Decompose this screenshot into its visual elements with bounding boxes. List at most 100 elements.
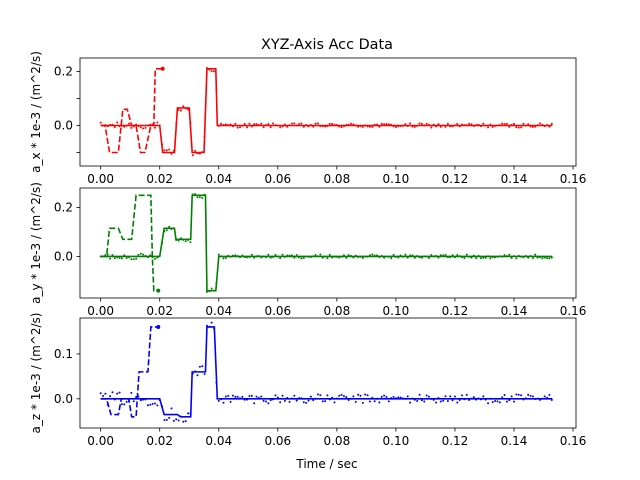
noise-point <box>224 257 227 260</box>
noise-point <box>439 125 442 128</box>
noise-point <box>137 253 140 256</box>
noise-point <box>456 401 459 404</box>
noise-point <box>295 399 298 402</box>
noise-point <box>146 404 149 407</box>
noise-point <box>425 394 428 397</box>
noise-point <box>269 126 272 129</box>
noise-point <box>265 400 267 403</box>
noise-point <box>413 256 416 259</box>
noise-points-y <box>99 193 553 293</box>
noise-point <box>491 125 494 128</box>
noise-point <box>120 257 123 260</box>
axes-frame-x <box>79 57 577 167</box>
noise-point <box>534 253 537 256</box>
noise-point <box>175 418 178 421</box>
noise-point <box>250 394 253 397</box>
noise-point <box>397 396 400 399</box>
noise-point <box>531 257 534 260</box>
y-tick-label: 0.0 <box>54 392 73 406</box>
noise-point <box>451 399 454 402</box>
x-tick-label: 0.06 <box>264 172 291 186</box>
noise-point <box>487 126 490 129</box>
noise-point <box>387 400 390 403</box>
x-tick-label: 0.04 <box>205 434 232 448</box>
axes-frame-y <box>79 187 577 299</box>
x-tick-label: 0.14 <box>501 172 528 186</box>
noise-point <box>508 125 511 128</box>
noise-point <box>472 396 475 399</box>
noise-point <box>321 400 324 403</box>
noise-point <box>359 394 362 397</box>
noise-point <box>321 256 324 259</box>
noise-point <box>153 257 156 260</box>
noise-point <box>465 393 468 396</box>
noise-point <box>109 395 112 398</box>
noise-point <box>491 401 494 404</box>
noise-point <box>510 257 513 260</box>
noise-point <box>229 400 232 403</box>
noise-point <box>418 393 421 396</box>
y-tick-label: 0.0 <box>54 119 73 133</box>
noise-point <box>399 396 402 399</box>
noise-point <box>302 401 305 404</box>
noise-point <box>253 256 256 259</box>
noise-point <box>123 403 126 406</box>
noise-point <box>168 416 171 419</box>
noise-point <box>352 395 355 398</box>
noise-point <box>371 253 374 256</box>
noise-point <box>409 122 412 125</box>
x-tick-label: 0.14 <box>501 434 528 448</box>
series-line-solid-y <box>100 194 553 292</box>
noise-point <box>328 122 331 125</box>
noise-point <box>423 400 426 403</box>
noise-point <box>279 401 282 404</box>
x-tick-label: 0.00 <box>87 304 114 318</box>
noise-point <box>482 122 485 125</box>
noise-point <box>182 420 185 423</box>
noise-point <box>345 396 348 399</box>
noise-point <box>503 122 506 125</box>
noise-point <box>300 257 303 260</box>
noise-point <box>548 393 551 396</box>
noise-point <box>210 321 213 324</box>
noise-point <box>189 241 192 244</box>
noise-point <box>394 126 397 129</box>
noise-point <box>425 122 428 125</box>
noise-point <box>342 395 345 398</box>
noise-point <box>201 196 204 199</box>
noise-point <box>234 122 237 125</box>
noise-point <box>548 257 551 260</box>
noise-point <box>210 70 213 73</box>
noise-point <box>168 148 171 151</box>
noise-point <box>513 122 515 125</box>
noise-point <box>267 402 270 405</box>
noise-point <box>538 122 541 125</box>
plot-area-y <box>99 193 553 293</box>
noise-point <box>177 239 180 242</box>
noise-point <box>406 395 409 398</box>
noise-point <box>368 400 371 403</box>
noise-point <box>224 395 227 398</box>
noise-point <box>361 401 364 404</box>
noise-point <box>274 394 277 397</box>
noise-point <box>196 374 199 377</box>
noise-point <box>366 394 369 397</box>
noise-point <box>328 253 331 256</box>
series-line-dashed-y <box>100 194 159 292</box>
series-line-solid-z <box>100 326 553 418</box>
noise-point <box>125 256 128 259</box>
noise-point <box>484 256 487 259</box>
noise-point <box>444 253 447 256</box>
noise-point <box>541 257 544 260</box>
noise-point <box>281 394 284 397</box>
noise-point <box>465 253 468 256</box>
noise-point <box>262 126 265 129</box>
noise-point <box>435 401 438 404</box>
noise-point <box>239 126 242 129</box>
noise-point <box>354 400 357 403</box>
noise-point <box>409 401 412 404</box>
noise-point <box>255 123 258 126</box>
noise-point <box>383 394 386 397</box>
noise-point <box>418 122 421 125</box>
noise-point <box>139 399 142 402</box>
